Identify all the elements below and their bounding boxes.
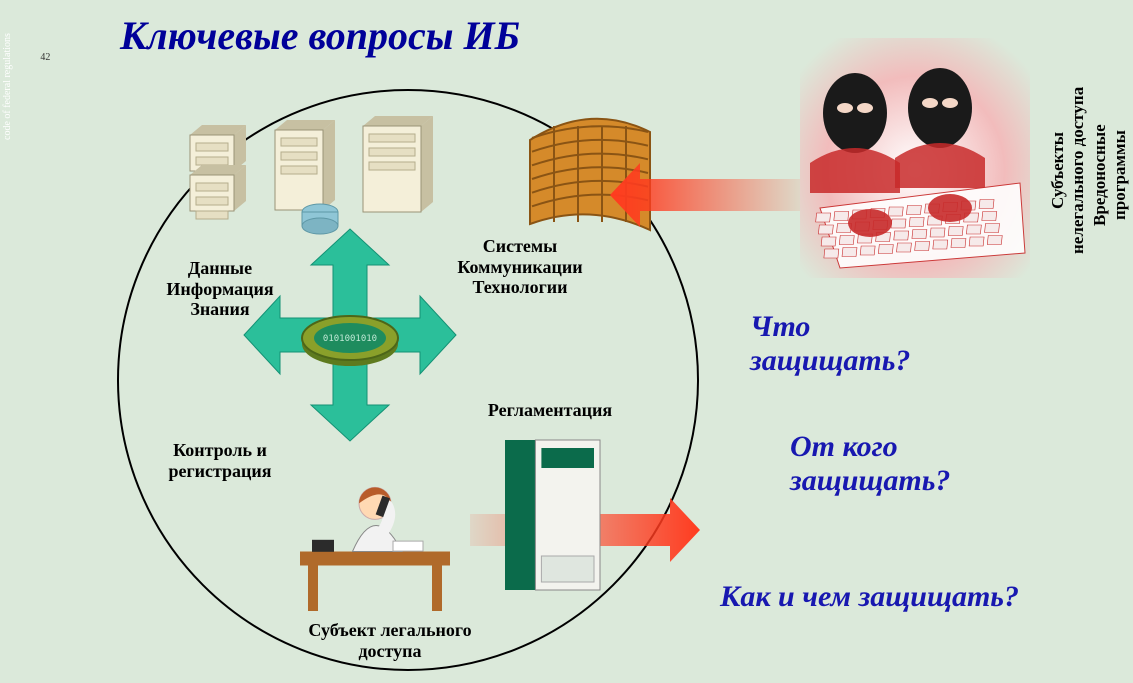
question-how: Как и чем защищать? — [720, 580, 1019, 614]
question-from-whom: От когозащищать? — [790, 430, 950, 498]
threat-label-subjects: Субъектынелегального доступа — [1048, 55, 1088, 285]
label-subject: Субъект легальногодоступа — [260, 620, 520, 661]
svg-text:0101001010: 0101001010 — [323, 334, 377, 344]
question-what: Чтозащищать? — [750, 310, 910, 378]
svg-text:code of federal regulations: code of federal regulations — [2, 33, 13, 140]
label-data: ДанныеИнформацияЗнания — [130, 258, 310, 320]
label-systems: СистемыКоммуникацииТехнологии — [420, 236, 620, 298]
label-control: Контроль ирегистрация — [130, 440, 310, 481]
threat-label-malware: Вредоносныепрограммы — [1090, 70, 1130, 280]
svg-text:42: 42 — [40, 52, 50, 63]
label-reglament: Регламентация — [460, 400, 640, 421]
